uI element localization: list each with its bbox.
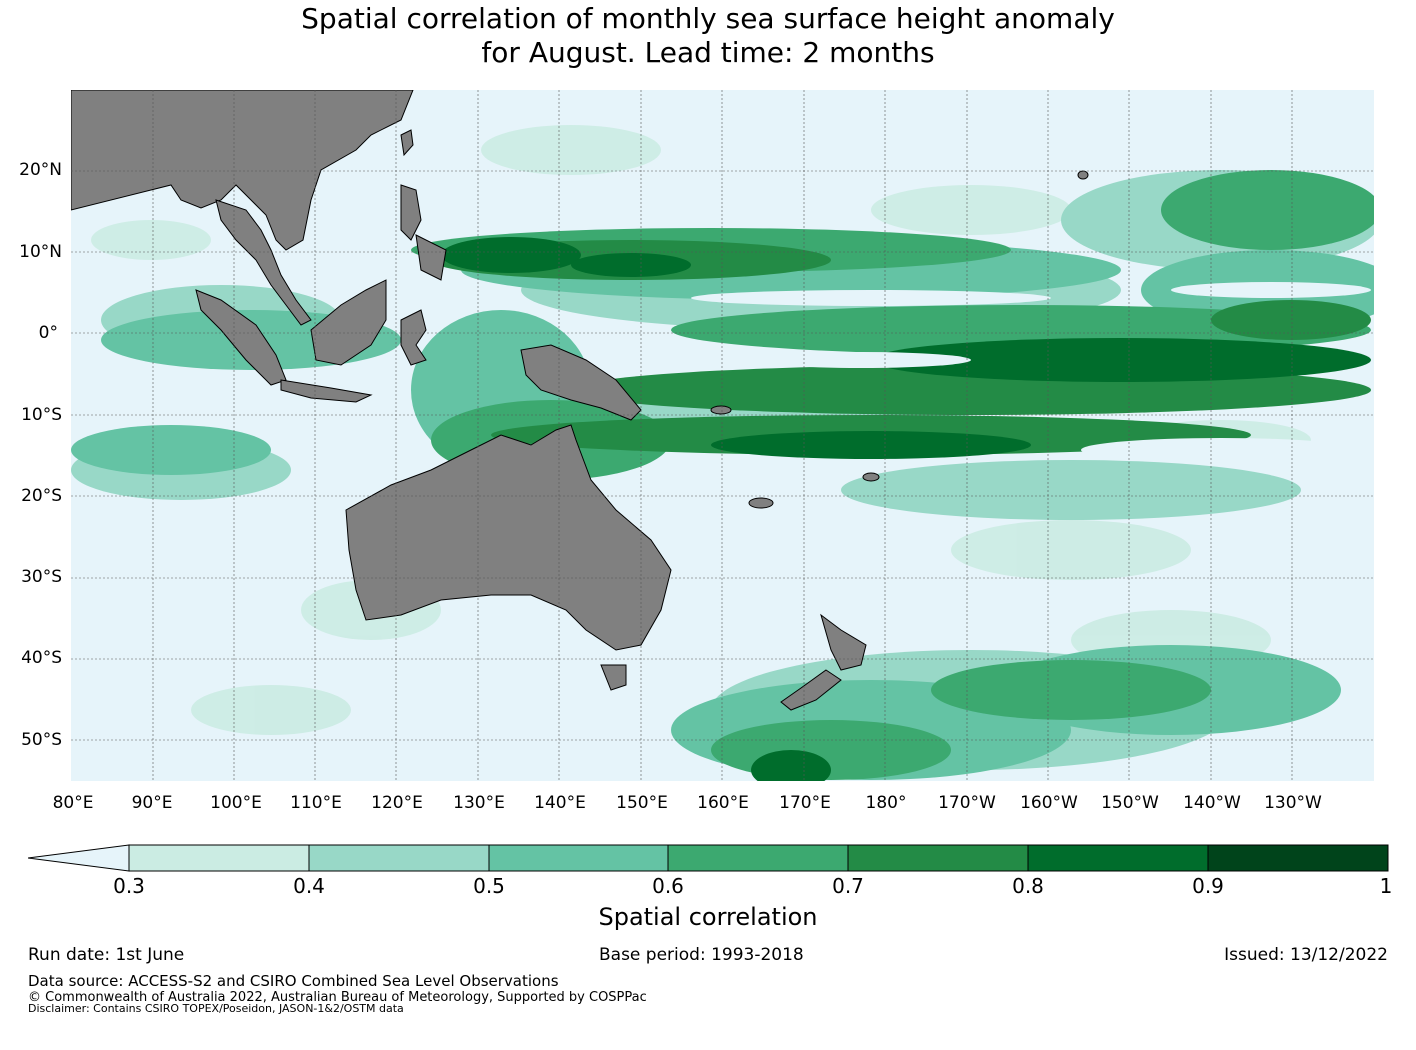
map-svg: [71, 90, 1374, 781]
title-line-2: for August. Lead time: 2 months: [481, 36, 935, 69]
colorbar-tick: 0.6: [652, 874, 684, 898]
lon-label: 90°E: [131, 793, 173, 813]
colorbar: [28, 844, 1389, 872]
lon-label: 140°W: [1183, 793, 1241, 813]
lon-label: 160°E: [697, 793, 749, 813]
lon-label: 170°E: [779, 793, 831, 813]
correlation-map: [71, 90, 1374, 781]
colorbar-bin: [668, 845, 848, 871]
lon-label: 170°W: [938, 793, 996, 813]
lat-label-20n: 20°N: [19, 160, 62, 180]
lat-label-10n: 10°N: [19, 242, 62, 262]
lon-label: 140°E: [534, 793, 586, 813]
chart-title: Spatial correlation of monthly sea surfa…: [0, 2, 1416, 70]
data-source: Data source: ACCESS-S2 and CSIRO Combine…: [28, 972, 559, 990]
colorbar-tick: 0.7: [832, 874, 864, 898]
colorbar-bin: [1028, 845, 1208, 871]
colorbar-bin: [1208, 845, 1388, 871]
colorbar-extend-arrow: [28, 844, 130, 872]
colorbar-bin: [129, 845, 309, 871]
lon-label: 120°E: [371, 793, 423, 813]
colorbar-tick: 0.8: [1012, 874, 1044, 898]
issued-date: Issued: 13/12/2022: [1224, 945, 1388, 965]
lon-label: 180°: [865, 793, 907, 813]
lat-label-0: 0°: [38, 323, 58, 343]
colorbar-bin: [309, 845, 489, 871]
lon-label: 150°W: [1101, 793, 1159, 813]
run-date: Run date: 1st June: [28, 945, 185, 965]
colorbar-bin: [848, 845, 1028, 871]
colorbar-tick: 0.3: [113, 874, 145, 898]
colorbar-label: Spatial correlation: [598, 903, 818, 931]
base-period: Base period: 1993-2018: [599, 945, 804, 965]
lat-label-50s: 50°S: [21, 730, 62, 750]
lon-label: 130°E: [453, 793, 505, 813]
colorbar-tick: 0.5: [473, 874, 505, 898]
graticule: [71, 90, 1374, 781]
copyright: © Commonwealth of Australia 2022, Austra…: [28, 990, 647, 1005]
land-masses: [71, 90, 1089, 711]
lon-label: 150°E: [616, 793, 668, 813]
lat-label-30s: 30°S: [21, 567, 62, 587]
colorbar-tick: 1: [1379, 874, 1393, 898]
lat-label-10s: 10°S: [21, 405, 62, 425]
lon-label: 130°W: [1264, 793, 1322, 813]
lon-label: 160°W: [1020, 793, 1078, 813]
disclaimer: Disclaimer: Contains CSIRO TOPEX/Poseido…: [28, 1002, 404, 1015]
lat-label-20s: 20°S: [21, 486, 62, 506]
title-line-1: Spatial correlation of monthly sea surfa…: [301, 2, 1115, 35]
lon-label: 100°E: [210, 793, 262, 813]
colorbar-tick: 0.4: [293, 874, 325, 898]
correlation-field: [71, 125, 1374, 781]
lon-label: 80°E: [52, 793, 94, 813]
lat-label-40s: 40°S: [21, 648, 62, 668]
colorbar-bin: [489, 845, 668, 871]
lon-label: 110°E: [290, 793, 342, 813]
colorbar-tick: 0.9: [1192, 874, 1224, 898]
